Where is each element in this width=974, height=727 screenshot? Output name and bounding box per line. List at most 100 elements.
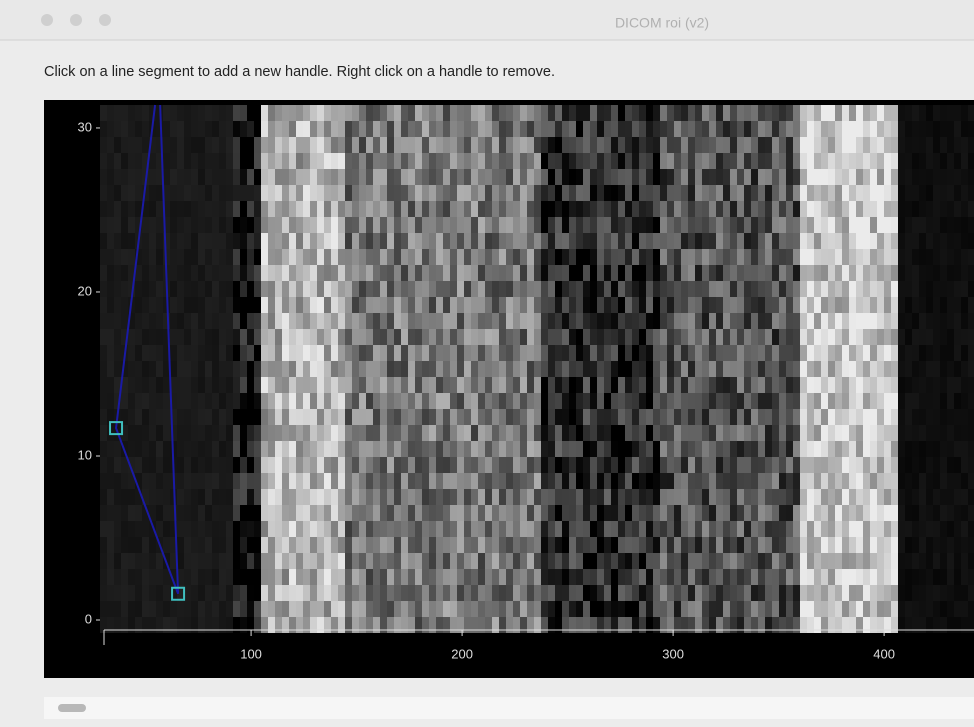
image-pixel <box>618 553 625 569</box>
image-pixel <box>709 473 716 489</box>
image-pixel <box>604 441 611 457</box>
image-pixel <box>240 377 247 393</box>
image-pixel <box>940 393 947 409</box>
image-pixel <box>135 281 142 297</box>
image-pixel <box>191 233 198 249</box>
image-pixel <box>555 137 562 153</box>
image-pixel <box>268 217 275 233</box>
image-pixel <box>919 329 926 345</box>
image-pixel <box>744 361 751 377</box>
image-pixel <box>254 505 261 521</box>
image-pixel <box>772 617 779 633</box>
image-pixel <box>849 377 856 393</box>
image-pixel <box>653 361 660 377</box>
image-pixel <box>324 473 331 489</box>
image-pixel <box>849 345 856 361</box>
image-pixel <box>646 393 653 409</box>
image-pixel <box>884 489 891 505</box>
image-pixel <box>576 601 583 617</box>
image-pixel <box>191 105 198 121</box>
image-pixel <box>296 201 303 217</box>
image[interactable] <box>100 105 974 633</box>
image-pixel <box>744 377 751 393</box>
image-pixel <box>492 393 499 409</box>
image-pixel <box>450 105 457 121</box>
image-pixel <box>681 473 688 489</box>
image-pixel <box>289 329 296 345</box>
image-pixel <box>674 617 681 633</box>
image-pixel <box>884 121 891 137</box>
image-pixel <box>548 585 555 601</box>
image-pixel <box>534 601 541 617</box>
image-pixel <box>107 297 114 313</box>
image-pixel <box>898 585 905 601</box>
scrollbar[interactable] <box>44 697 974 719</box>
image-pixel <box>345 585 352 601</box>
image-pixel <box>429 169 436 185</box>
image-pixel <box>562 361 569 377</box>
image-pixel <box>667 377 674 393</box>
image-pixel <box>114 601 121 617</box>
image-pixel <box>247 249 254 265</box>
image-pixel <box>870 585 877 601</box>
image-pixel <box>863 121 870 137</box>
image-pixel <box>408 217 415 233</box>
image-pixel <box>835 249 842 265</box>
image-pixel <box>856 569 863 585</box>
y-tick-label: 30 <box>78 119 92 134</box>
image-pixel <box>506 537 513 553</box>
zoom-button[interactable] <box>99 14 111 26</box>
y-tick-label: 10 <box>78 447 92 462</box>
image-pixel <box>863 377 870 393</box>
image-pixel <box>583 217 590 233</box>
image-pixel <box>905 377 912 393</box>
image-pixel <box>660 617 667 633</box>
image-pixel <box>226 361 233 377</box>
image-pixel <box>779 281 786 297</box>
image-pixel <box>289 137 296 153</box>
image-pixel <box>933 169 940 185</box>
close-button[interactable] <box>41 14 53 26</box>
image-pixel <box>506 409 513 425</box>
image-pixel <box>828 201 835 217</box>
image-pixel <box>317 617 324 633</box>
image-pixel <box>653 441 660 457</box>
image-pixel <box>723 137 730 153</box>
image-pixel <box>100 585 107 601</box>
image-pixel <box>905 425 912 441</box>
image-pixel <box>177 329 184 345</box>
image-pixel <box>562 281 569 297</box>
image-pixel <box>800 489 807 505</box>
image-pixel <box>135 121 142 137</box>
minimize-button[interactable] <box>70 14 82 26</box>
image-pixel <box>457 169 464 185</box>
image-pixel <box>275 217 282 233</box>
image-pixel <box>723 265 730 281</box>
image-pixel <box>751 409 758 425</box>
scrollbar-thumb[interactable] <box>58 704 86 712</box>
image-pixel <box>940 313 947 329</box>
image-pixel <box>100 377 107 393</box>
image-pixel <box>576 265 583 281</box>
image-pixel <box>947 297 954 313</box>
image-pixel <box>275 137 282 153</box>
image-pixel <box>793 393 800 409</box>
image-pixel <box>436 377 443 393</box>
image-pixel <box>625 185 632 201</box>
image-pixel <box>590 553 597 569</box>
image-pixel <box>261 329 268 345</box>
image-pixel <box>611 137 618 153</box>
image-pixel <box>863 201 870 217</box>
image-pixel <box>296 457 303 473</box>
image-pixel <box>723 313 730 329</box>
image-pixel <box>884 185 891 201</box>
image-pixel <box>401 537 408 553</box>
image-pixel <box>247 521 254 537</box>
image-pixel <box>520 521 527 537</box>
image-pixel <box>107 169 114 185</box>
image-pixel <box>583 169 590 185</box>
image-pixel <box>226 297 233 313</box>
image-pixel <box>506 121 513 137</box>
image-pixel <box>506 617 513 633</box>
image-pixel <box>212 601 219 617</box>
